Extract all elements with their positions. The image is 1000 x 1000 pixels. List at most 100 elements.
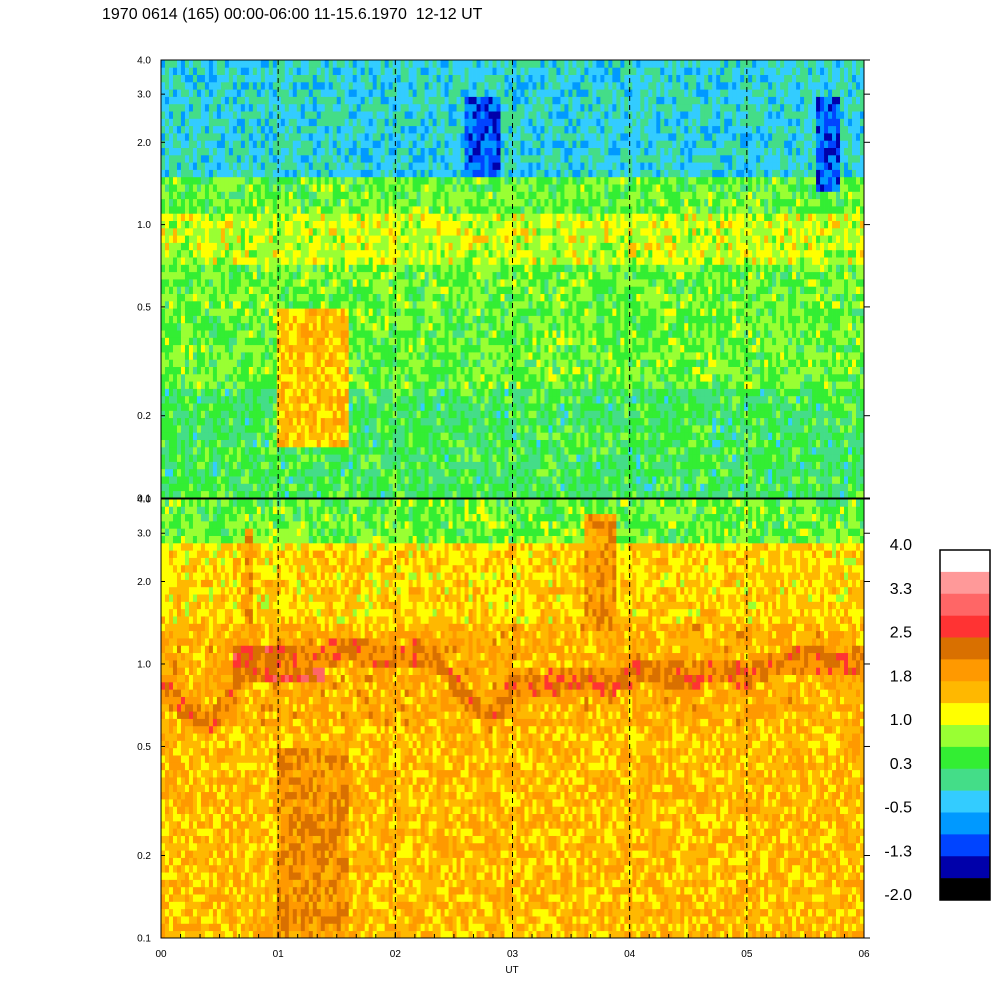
heatmap-cell	[244, 352, 250, 360]
heatmap-cell	[244, 300, 250, 309]
heatmap-cell	[436, 198, 441, 207]
heatmap-cell	[316, 271, 322, 280]
heatmap-cell	[276, 330, 282, 338]
heatmap-cell	[312, 154, 318, 163]
heatmap-cell	[428, 133, 434, 141]
heatmap-cell	[308, 417, 314, 426]
heatmap-cell	[344, 60, 350, 68]
heatmap-cell	[288, 461, 294, 470]
heatmap-cell	[280, 417, 286, 426]
heatmap-cell	[180, 439, 186, 448]
heatmap-cell	[352, 279, 358, 287]
heatmap-cell	[388, 330, 394, 338]
heatmap-cell	[161, 213, 166, 221]
heatmap-cell	[328, 191, 334, 200]
heatmap-cell	[416, 279, 422, 287]
heatmap-cell	[240, 111, 246, 119]
heatmap-cell	[316, 366, 322, 375]
heatmap-cell	[288, 74, 294, 83]
heatmap-cell	[188, 213, 194, 221]
heatmap-cell	[212, 140, 218, 148]
heatmap-cell	[188, 242, 194, 251]
heatmap-cell	[224, 359, 230, 367]
heatmap-cell	[400, 264, 406, 273]
heatmap-cell	[256, 308, 262, 316]
heatmap-cell	[384, 81, 390, 90]
heatmap-cell	[460, 74, 465, 83]
heatmap-cell	[440, 373, 445, 382]
heatmap-cell	[288, 432, 294, 440]
heatmap-cell	[188, 60, 194, 68]
heatmap-cell	[372, 111, 378, 119]
heatmap-cell	[200, 344, 206, 353]
heatmap-cell	[288, 206, 294, 214]
heatmap-cell	[332, 257, 338, 265]
heatmap-cell	[388, 286, 394, 294]
heatmap-cell	[184, 133, 190, 141]
heatmap-cell	[360, 359, 366, 367]
heatmap-cell	[356, 293, 362, 302]
heatmap-cell	[320, 359, 326, 367]
heatmap-cell	[348, 103, 354, 112]
heatmap-cell	[460, 169, 465, 178]
heatmap-cell	[460, 147, 465, 156]
heatmap-cell	[204, 308, 210, 316]
heatmap-cell	[460, 461, 465, 470]
heatmap-cell	[161, 140, 166, 148]
heatmap-cell	[376, 293, 382, 302]
heatmap-cell	[300, 417, 306, 426]
heatmap-cell	[168, 67, 174, 75]
heatmap-cell	[472, 176, 477, 185]
heatmap-cell	[464, 300, 469, 309]
heatmap-cell	[268, 388, 274, 397]
heatmap-cell	[444, 264, 449, 273]
heatmap-cell	[480, 176, 485, 185]
heatmap-cell	[436, 213, 441, 221]
heatmap-cell	[456, 359, 461, 367]
heatmap-cell	[364, 103, 370, 112]
heatmap-cell	[284, 308, 290, 316]
heatmap-cell	[256, 432, 262, 440]
heatmap-cell	[172, 344, 178, 353]
heatmap-cell	[248, 432, 254, 440]
heatmap-cell	[212, 461, 218, 470]
heatmap-cell	[324, 96, 330, 105]
heatmap-cell	[416, 162, 422, 170]
heatmap-cell	[480, 169, 485, 178]
heatmap-cell	[280, 490, 286, 498]
heatmap-cell	[172, 184, 178, 192]
heatmap-cell	[212, 490, 218, 498]
heatmap-cell	[228, 293, 234, 302]
heatmap-cell	[292, 286, 298, 294]
heatmap-cell	[164, 96, 170, 105]
heatmap-cell	[248, 322, 254, 331]
heatmap-cell	[436, 366, 441, 375]
heatmap-cell	[192, 74, 198, 83]
heatmap-cell	[168, 381, 174, 389]
heatmap-cell	[440, 147, 445, 156]
heatmap-cell	[188, 417, 194, 426]
heatmap-cell	[188, 388, 194, 397]
heatmap-cell	[376, 395, 382, 404]
heatmap-cell	[488, 213, 493, 221]
heatmap-cell	[280, 381, 286, 389]
heatmap-cell	[164, 373, 170, 382]
heatmap-cell	[164, 140, 170, 148]
heatmap-cell	[336, 483, 342, 492]
heatmap-cell	[424, 344, 430, 353]
heatmap-cell	[392, 395, 398, 404]
heatmap-cell	[396, 432, 402, 440]
heatmap-cell	[348, 410, 354, 419]
heatmap-cell	[296, 227, 302, 236]
heatmap-cell	[400, 96, 406, 105]
heatmap-cell	[304, 249, 310, 258]
heatmap-cell	[216, 67, 222, 75]
heatmap-cell	[244, 286, 250, 294]
heatmap-cell	[384, 125, 390, 134]
heatmap-cell	[488, 133, 493, 141]
heatmap-cell	[248, 242, 254, 251]
heatmap-cell	[312, 147, 318, 156]
heatmap-cell	[348, 235, 354, 243]
heatmap-cell	[288, 286, 294, 294]
heatmap-cell	[428, 344, 434, 353]
